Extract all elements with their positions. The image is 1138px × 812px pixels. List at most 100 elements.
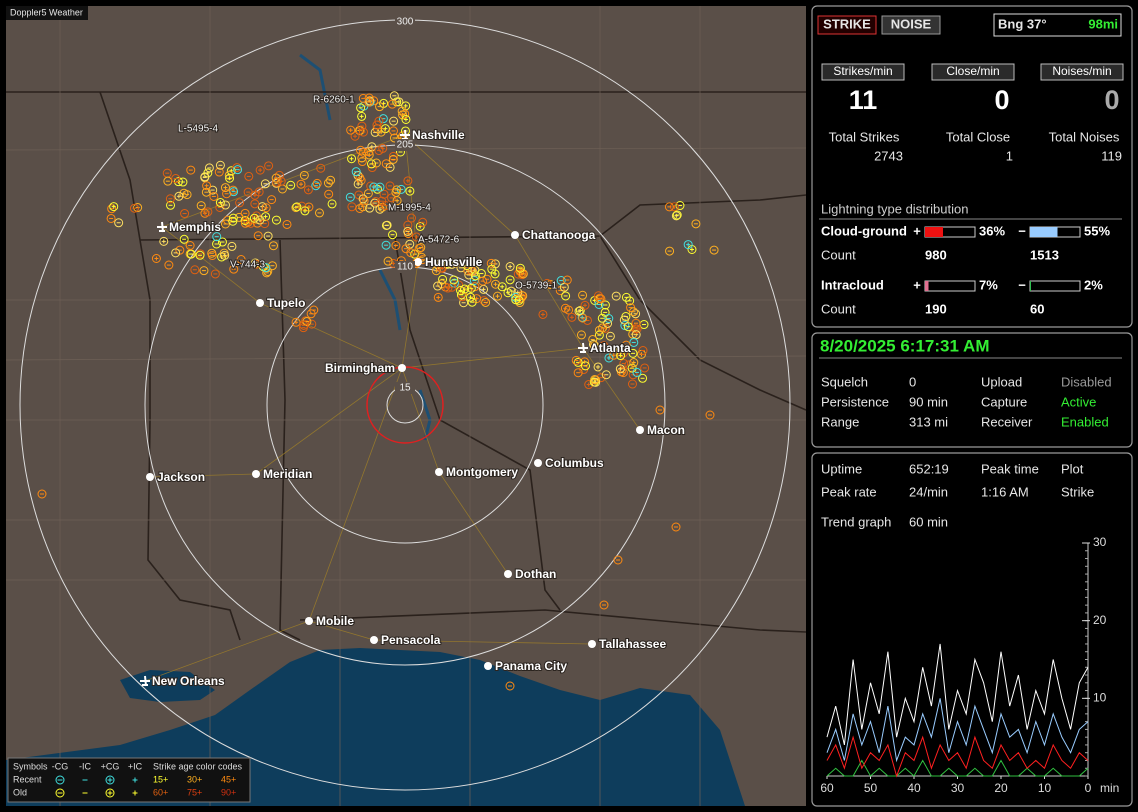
strike-ring — [236, 254, 246, 264]
strike-symbol — [615, 364, 625, 374]
strike-ring — [387, 99, 397, 109]
strike-symbol — [369, 182, 379, 192]
strike-symbol — [359, 196, 369, 206]
strike-ring — [481, 297, 491, 307]
strike-ring — [369, 182, 379, 192]
strike-ring — [542, 278, 552, 288]
strike-symbol — [355, 203, 365, 213]
city-label: Columbus — [545, 456, 604, 470]
strike-ring — [243, 187, 253, 197]
strike-symbol — [438, 274, 448, 284]
strike-ring — [493, 291, 503, 301]
strike-symbol — [215, 198, 225, 208]
strike-symbol — [671, 522, 681, 532]
storm-cell-layer: R-6260-1 L-5495-4 M-1995-4 A-5472-6 V-744-3 O… — [177, 94, 559, 293]
strike-ring — [303, 185, 313, 195]
bearing: Bng 37° — [998, 16, 1047, 31]
noise-button[interactable] — [881, 15, 941, 35]
rate-button — [931, 63, 1015, 81]
legend-age: 45+ — [221, 774, 236, 784]
status-label: Squelch — [821, 374, 868, 389]
strike-ring — [619, 348, 629, 358]
strike-symbol — [418, 217, 428, 227]
strike-symbol — [240, 215, 250, 225]
total-label: Total Noises — [1049, 129, 1120, 144]
strike-symbol — [163, 176, 173, 186]
count-value: 60 — [1030, 301, 1044, 316]
strike-ring — [299, 170, 309, 180]
noise-button-label[interactable]: NOISE — [891, 16, 932, 31]
strike-ring — [705, 410, 715, 420]
strike-symbol — [594, 293, 604, 303]
strike-symbol — [391, 241, 401, 251]
strike-ring — [443, 283, 453, 293]
legend-symbol-type: -IC — [79, 761, 91, 771]
strike-ring — [233, 165, 243, 175]
strike-symbol — [253, 231, 263, 241]
strike-ring — [621, 340, 631, 350]
uptime-label: Uptime — [821, 461, 862, 476]
strike-symbol — [228, 213, 238, 223]
strike-symbol — [229, 264, 239, 274]
polarity-sign: − — [1018, 277, 1026, 292]
strike-symbol — [381, 240, 391, 250]
strike-symbol — [387, 193, 397, 203]
datetime: 8/20/2025 6:17:31 AM — [820, 336, 989, 355]
strike-symbol — [228, 216, 238, 226]
strike-ring — [590, 375, 600, 385]
strike-symbol — [561, 291, 571, 301]
strike-ring — [190, 265, 200, 275]
storm-cell-label: L-5495-4 — [178, 124, 218, 135]
strike-ring — [594, 325, 604, 335]
strike-layer — [37, 91, 719, 691]
city-dot — [636, 426, 644, 434]
strike-button-label[interactable]: STRIKE — [823, 16, 871, 31]
strike-symbol — [244, 171, 254, 181]
airport-icon — [140, 675, 150, 687]
strike-symbol — [599, 341, 609, 351]
strike-ring — [367, 142, 377, 152]
strike-symbol — [357, 121, 367, 131]
city-dot — [588, 640, 596, 648]
strike-symbol — [195, 250, 205, 260]
strike-ring — [601, 370, 611, 380]
strike-ring — [133, 203, 143, 213]
strike-symbol — [357, 111, 367, 121]
ring-label: 110 — [397, 262, 413, 273]
strike-symbol — [628, 307, 638, 317]
strike-symbol — [314, 208, 324, 218]
strike-ring — [291, 203, 301, 213]
strike-symbol — [203, 207, 213, 217]
strike-ring — [438, 274, 448, 284]
strike-symbol — [389, 133, 399, 143]
strike-ring — [385, 181, 395, 191]
strike-ring — [371, 158, 381, 168]
strike-symbol — [365, 203, 375, 213]
strike-ring — [389, 91, 399, 101]
strike-ring — [171, 174, 181, 184]
title-bar — [6, 6, 88, 20]
strike-symbol — [433, 292, 443, 302]
y-tick-label: 10 — [1093, 691, 1107, 705]
strike-ring — [388, 151, 398, 161]
strike-ring — [594, 330, 604, 340]
strike-ring — [151, 254, 161, 264]
city-layer: Nashville Memphis Chattanooga Huntsville Tup… — [140, 127, 686, 689]
strike-symbol — [364, 93, 374, 103]
legend-symbol — [105, 775, 115, 785]
strike-symbol — [202, 181, 212, 191]
strike-ring — [164, 260, 174, 270]
strike-ring — [511, 295, 521, 305]
strike-ring — [401, 114, 411, 124]
strike-button[interactable] — [817, 15, 877, 35]
strike-symbol — [505, 262, 515, 272]
strike-symbol — [346, 125, 356, 135]
strike-ring — [372, 120, 382, 130]
strike-symbol — [316, 163, 326, 173]
strike-ring — [255, 165, 265, 175]
map: Nashville Memphis Chattanooga Huntsville Tup… — [6, 6, 806, 806]
strike-symbol — [388, 154, 398, 164]
strike-ring — [593, 362, 603, 372]
legend-symbol-type: -CG — [52, 761, 69, 771]
strike-ring — [416, 243, 426, 253]
